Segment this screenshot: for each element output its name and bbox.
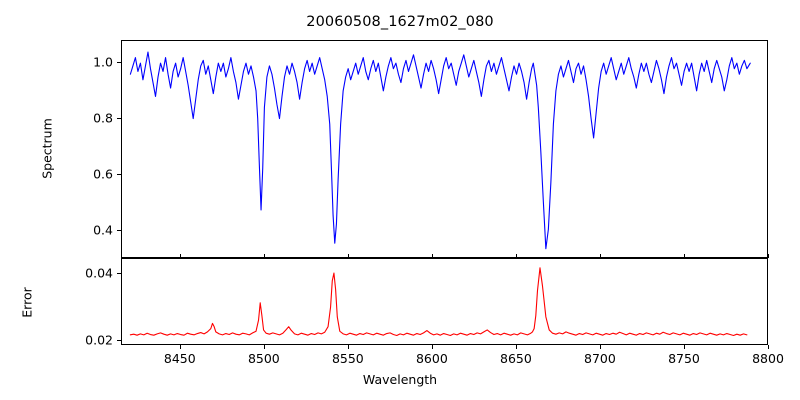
error-panel <box>121 258 768 345</box>
spectrum-xtick-mark <box>431 254 434 258</box>
xtick-label: 8600 <box>415 351 448 366</box>
spectrum-ytick-label: 1.0 <box>93 54 113 70</box>
spectrum-xtick-mark <box>599 254 602 258</box>
spectrum-xtick-mark <box>515 254 518 258</box>
spectrum-ytick-mark <box>117 230 121 232</box>
error-ytick-label: 0.02 <box>85 332 113 348</box>
spectrum-panel <box>121 40 768 258</box>
xtick-label: 8450 <box>163 351 196 366</box>
spectrum-ytick-mark <box>117 118 121 120</box>
spectrum-ytick-label: 0.6 <box>93 166 113 182</box>
xtick-mark <box>347 345 349 349</box>
spectrum-plot-area <box>122 41 767 257</box>
xtick-label: 8750 <box>668 351 700 366</box>
xtick-mark <box>431 345 434 349</box>
spectrum-xtick-mark <box>768 254 770 258</box>
error-line <box>130 268 747 336</box>
xtick-mark <box>515 345 518 349</box>
spectrum-xtick-mark <box>263 254 265 258</box>
xtick-mark <box>768 345 770 349</box>
page-title: 20060508_1627m02_080 <box>306 14 494 30</box>
error-plot-area <box>122 259 767 344</box>
xtick-label: 8800 <box>752 351 784 366</box>
xtick-mark <box>599 345 602 349</box>
spectrum-axis-label: Spectrum <box>39 118 55 179</box>
xtick-label: 8500 <box>247 351 280 366</box>
xtick-mark <box>263 345 265 349</box>
spectrum-ytick-mark <box>117 174 121 176</box>
xtick-mark <box>179 345 181 349</box>
spectrum-xtick-mark <box>347 254 349 258</box>
error-ytick-mark <box>117 339 121 342</box>
xtick-label: 8650 <box>500 351 532 366</box>
error-axis-label: Error <box>19 287 35 318</box>
spectrum-xtick-mark <box>179 254 181 258</box>
error-ytick-label: 0.04 <box>85 265 113 281</box>
spectrum-xtick-mark <box>683 254 686 258</box>
spectrum-ytick-label: 0.8 <box>93 110 113 126</box>
spectrum-line <box>130 52 750 249</box>
x-axis-label: Wavelength <box>362 372 438 387</box>
xtick-mark <box>683 345 686 349</box>
spectrum-ytick-mark <box>117 62 121 64</box>
spectrum-ytick-label: 0.4 <box>93 222 113 238</box>
error-ytick-mark <box>117 273 121 275</box>
xtick-label: 8550 <box>331 351 364 366</box>
xtick-label: 8700 <box>584 351 616 366</box>
